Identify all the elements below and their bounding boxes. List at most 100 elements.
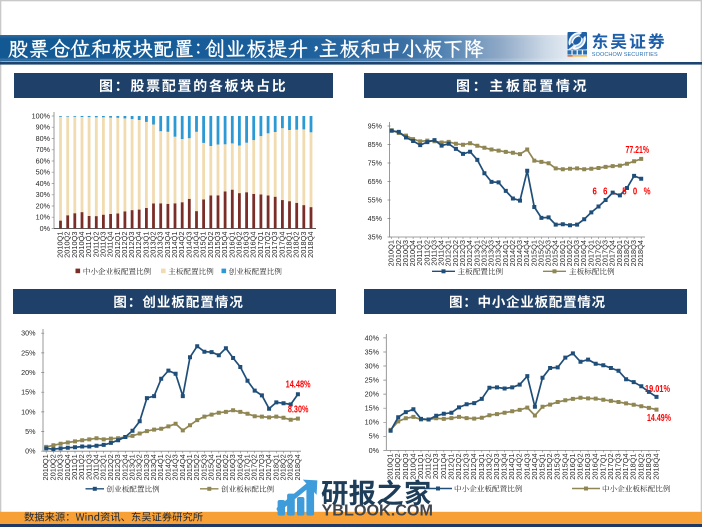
svg-text:2017Q1: 2017Q1	[243, 454, 252, 480]
svg-text:2010Q3: 2010Q3	[70, 232, 79, 258]
svg-text:2011Q4: 2011Q4	[439, 453, 448, 479]
svg-text:2011Q1: 2011Q1	[416, 453, 425, 479]
svg-text:2018Q2: 2018Q2	[622, 240, 631, 266]
svg-text:2018Q2: 2018Q2	[279, 454, 288, 480]
svg-text:5%: 5%	[25, 427, 36, 436]
svg-text:2018Q4: 2018Q4	[306, 232, 315, 258]
svg-text:2012Q3: 2012Q3	[127, 232, 136, 258]
svg-text:2011Q1: 2011Q1	[84, 232, 93, 258]
svg-text:2012Q4: 2012Q4	[120, 454, 129, 480]
svg-text:75%: 75%	[368, 158, 383, 167]
svg-text:2012Q1: 2012Q1	[113, 232, 122, 258]
svg-text:2013Q1: 2013Q1	[141, 232, 150, 258]
svg-text:2016Q4: 2016Q4	[579, 240, 588, 266]
svg-text:2011Q2: 2011Q2	[424, 453, 433, 479]
svg-text:2010Q4: 2010Q4	[408, 240, 417, 266]
svg-text:2013Q4: 2013Q4	[500, 453, 509, 479]
svg-text:2014Q3: 2014Q3	[522, 453, 531, 479]
svg-text:2013Q1: 2013Q1	[472, 240, 481, 266]
svg-text:2014Q1: 2014Q1	[156, 454, 165, 480]
svg-text:2012Q4: 2012Q4	[465, 240, 474, 266]
svg-text:2011Q1: 2011Q1	[70, 454, 79, 480]
svg-text:2011Q4: 2011Q4	[106, 232, 115, 258]
svg-text:80%: 80%	[36, 134, 51, 143]
svg-text:2011Q3: 2011Q3	[84, 454, 93, 480]
svg-text:2015Q4: 2015Q4	[220, 232, 229, 258]
svg-text:2012Q4: 2012Q4	[134, 232, 143, 258]
svg-text:2018Q1: 2018Q1	[615, 240, 624, 266]
svg-text:2017Q2: 2017Q2	[250, 454, 259, 480]
svg-text:2010Q1: 2010Q1	[41, 454, 50, 480]
svg-text:2015Q1: 2015Q1	[538, 453, 547, 479]
svg-text:2014Q4: 2014Q4	[192, 232, 201, 258]
svg-text:60%: 60%	[36, 156, 51, 165]
svg-text:2012Q1: 2012Q1	[444, 240, 453, 266]
svg-text:2015Q4: 2015Q4	[207, 454, 216, 480]
svg-text:2012Q3: 2012Q3	[458, 240, 467, 266]
svg-text:2013Q1: 2013Q1	[128, 454, 137, 480]
svg-text:2015Q2: 2015Q2	[192, 454, 201, 480]
svg-text:55%: 55%	[368, 195, 383, 204]
svg-text:2013Q3: 2013Q3	[487, 240, 496, 266]
svg-text:2017Q1: 2017Q1	[256, 232, 265, 258]
svg-text:2014Q3: 2014Q3	[184, 232, 193, 258]
svg-text:2014Q4: 2014Q4	[522, 240, 531, 266]
svg-text:2018Q3: 2018Q3	[299, 232, 308, 258]
svg-text:0%: 0%	[25, 447, 36, 456]
svg-text:2011Q2: 2011Q2	[77, 454, 86, 480]
svg-text:2015Q4: 2015Q4	[551, 240, 560, 266]
svg-text:2018Q3: 2018Q3	[286, 454, 295, 480]
svg-text:2013Q4: 2013Q4	[149, 454, 158, 480]
svg-text:2010Q2: 2010Q2	[393, 453, 402, 479]
svg-text:2010Q3: 2010Q3	[56, 454, 65, 480]
svg-text:100%: 100%	[32, 111, 51, 120]
svg-text:2014Q2: 2014Q2	[177, 232, 186, 258]
svg-text:SOOCHOW SECURITIES: SOOCHOW SECURITIES	[592, 52, 658, 58]
svg-text:77.21%: 77.21%	[626, 145, 650, 156]
svg-text:2011Q1: 2011Q1	[415, 240, 424, 266]
svg-text:2012Q4: 2012Q4	[469, 453, 478, 479]
svg-text:2015Q3: 2015Q3	[199, 454, 208, 480]
svg-text:35%: 35%	[368, 232, 383, 241]
svg-text:65%: 65%	[368, 177, 383, 186]
svg-text:2015Q3: 2015Q3	[553, 453, 562, 479]
svg-text:2016Q1: 2016Q1	[568, 453, 577, 479]
svg-text:2015Q2: 2015Q2	[545, 453, 554, 479]
svg-text:20%: 20%	[36, 201, 51, 210]
svg-text:0%: 0%	[40, 224, 51, 233]
svg-text:2013Q2: 2013Q2	[149, 232, 158, 258]
svg-text:66.50%: 66.50%	[593, 185, 657, 196]
svg-text:2017Q3: 2017Q3	[270, 232, 279, 258]
svg-text:2017Q4: 2017Q4	[264, 454, 273, 480]
svg-text:20%: 20%	[21, 368, 36, 377]
svg-text:5%: 5%	[369, 432, 380, 441]
svg-text:2018Q1: 2018Q1	[285, 232, 294, 258]
svg-text:2012Q3: 2012Q3	[462, 453, 471, 479]
svg-text:2018Q4: 2018Q4	[293, 454, 302, 480]
svg-text:2017Q4: 2017Q4	[608, 240, 617, 266]
svg-text:2011Q3: 2011Q3	[98, 232, 107, 258]
svg-text:2013Q3: 2013Q3	[156, 232, 165, 258]
svg-text:2017Q2: 2017Q2	[263, 232, 272, 258]
svg-text:2018Q2: 2018Q2	[636, 453, 645, 479]
svg-text:2013Q3: 2013Q3	[492, 453, 501, 479]
svg-text:25%: 25%	[365, 376, 380, 385]
svg-text:2012Q3: 2012Q3	[113, 454, 122, 480]
svg-text:2016Q4: 2016Q4	[235, 454, 244, 480]
svg-text:2017Q3: 2017Q3	[601, 240, 610, 266]
svg-text:2018Q3: 2018Q3	[629, 240, 638, 266]
svg-text:2010Q1: 2010Q1	[56, 232, 65, 258]
svg-text:2012Q2: 2012Q2	[454, 453, 463, 479]
svg-text:2012Q2: 2012Q2	[106, 454, 115, 480]
svg-text:2010Q3: 2010Q3	[401, 240, 410, 266]
svg-text:2016Q4: 2016Q4	[591, 453, 600, 479]
svg-text:2015Q2: 2015Q2	[536, 240, 545, 266]
svg-text:2013Q2: 2013Q2	[484, 453, 493, 479]
svg-text:2016Q3: 2016Q3	[572, 240, 581, 266]
svg-text:2016Q1: 2016Q1	[214, 454, 223, 480]
svg-text:2010Q4: 2010Q4	[63, 454, 72, 480]
svg-text:2010Q1: 2010Q1	[386, 453, 395, 479]
svg-text:15%: 15%	[365, 404, 380, 413]
svg-text:90%: 90%	[36, 123, 51, 132]
svg-text:2017Q1: 2017Q1	[598, 453, 607, 479]
